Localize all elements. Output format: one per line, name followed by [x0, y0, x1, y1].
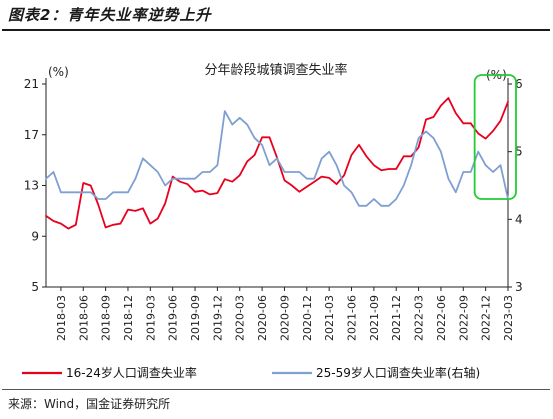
- x-axis-tick-label: 2018-09: [100, 295, 113, 341]
- x-axis-tick-label: 2021-03: [323, 295, 336, 341]
- x-axis-tick-label: 2018-03: [55, 295, 68, 341]
- source-rule: [2, 389, 550, 390]
- series-line-prime-age: [45, 110, 509, 207]
- x-axis-tick-label: 2019-03: [144, 295, 157, 341]
- left-axis-tick-label: 13: [24, 179, 39, 193]
- highlight-box: [473, 74, 517, 200]
- x-axis-tick-label: 2022-09: [457, 295, 470, 341]
- x-axis-tick-label: 2022-06: [435, 295, 448, 341]
- x-axis-tick-label: 2020-06: [256, 295, 269, 341]
- right-axis-tick-label: 5: [515, 145, 523, 159]
- x-axis-tick-label: 2019-09: [189, 295, 202, 341]
- legend-label: 16-24岁人口调查失业率: [66, 365, 197, 380]
- figure-title: 图表2：青年失业率逆势上升: [8, 6, 212, 24]
- x-axis-tick-label: 2018-06: [77, 295, 90, 341]
- right-axis-tick-label: 6: [515, 77, 523, 91]
- x-axis-tick-label: 2020-03: [234, 295, 247, 341]
- series-line-youth: [45, 97, 509, 230]
- source-note: 来源：Wind，国金证券研究所: [8, 397, 171, 411]
- left-axis-tick-label: 5: [31, 280, 39, 294]
- right-axis-tick-label: 4: [515, 212, 523, 226]
- x-axis-tick-label: 2021-12: [390, 295, 403, 341]
- title-rule: [2, 29, 550, 31]
- x-axis-tick-label: 2021-09: [368, 295, 381, 341]
- x-axis-tick-label: 2019-12: [211, 295, 224, 341]
- right-axis-tick-label: 3: [515, 280, 523, 294]
- left-axis-tick-label: 21: [24, 77, 39, 91]
- left-axis-tick-label: 17: [24, 128, 39, 142]
- left-axis-tick-label: 9: [31, 229, 39, 243]
- x-axis-tick-label: 2020-12: [301, 295, 314, 341]
- x-axis-tick-label: 2022-03: [413, 295, 426, 341]
- legend-label: 25-59岁人口调查失业率(右轴): [316, 365, 480, 380]
- x-axis-tick-label: 2019-06: [167, 295, 180, 341]
- x-axis-tick-label: 2021-06: [346, 295, 359, 341]
- x-axis-tick-label: 2020-09: [278, 295, 291, 341]
- chart-title: 分年龄段城镇调查失业率: [204, 62, 347, 78]
- left-axis-unit: (%): [48, 65, 69, 79]
- x-axis-tick-label: 2023-03: [502, 295, 515, 341]
- x-axis-tick-label: 2022-12: [480, 295, 493, 341]
- x-axis-tick-label: 2018-12: [122, 295, 135, 341]
